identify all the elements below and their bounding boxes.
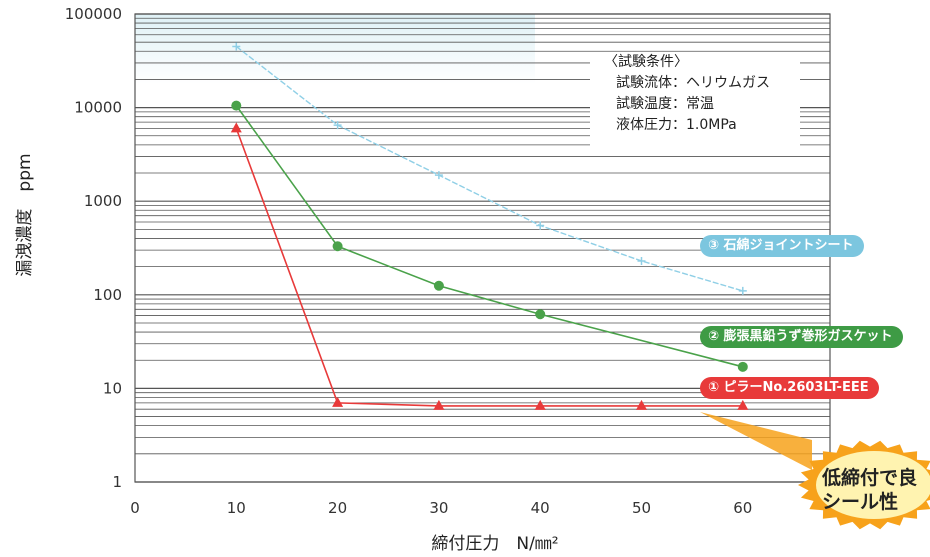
condition-fluid: 試験流体：ヘリウムガス [616,75,770,91]
plot-highlight [135,14,535,84]
series-point [737,361,748,372]
series-point [737,399,749,410]
series-point [232,42,241,51]
legend-series-2: ② 膨張黒鉛うず巻形ガスケット [700,326,903,348]
series-point [333,121,342,130]
series-point [535,309,546,320]
series-point [433,399,445,410]
x-tick-label: 10 [227,499,246,517]
y-tick-labels: 1 10 100 1000 10000 100000 [65,5,122,491]
legend-series-1: ① ピラーNo.2603LT-EEE [700,377,879,399]
x-tick-label: 50 [632,499,651,517]
x-tick-label: 40 [531,499,550,517]
callout-text: 低締付で良 シール性 [822,466,917,514]
series-point [433,280,444,291]
callout-burst-center [816,451,930,519]
y-tick-label: 100 [93,286,122,304]
x-tick-labels: 0 10 20 30 40 50 60 [130,499,752,517]
series-line [235,45,743,292]
x-tick-label: 0 [130,499,140,517]
condition-temperature: 試験温度：常温 [616,96,714,112]
series-point [636,399,647,410]
series-point [536,221,545,230]
condition-pressure: 液体圧力：1.0MPa [616,117,737,133]
series-point [434,171,443,180]
legend-series-3: ③ 石綿ジョイントシート [700,235,864,257]
series-point [230,122,242,133]
y-tick-label: 1000 [84,192,122,210]
grid-lines [134,13,831,483]
y-tick-label: 10 [103,379,122,397]
test-conditions-box: 〈試験条件〉 試験流体：ヘリウムガス 試験温度：常温 液体圧力：1.0MPa [590,52,800,152]
y-tick-label: 10000 [74,99,122,117]
callout-pointer [700,412,812,470]
callout-line-1: 低締付で良 [822,467,918,489]
series-point [231,100,242,111]
series-point [332,241,343,252]
y-axis-title: 漏洩濃度 ppm [15,153,35,276]
series-line [235,128,743,407]
series-point [738,286,747,295]
y-tick-label: 100000 [65,5,122,23]
x-tick-label: 60 [733,499,752,517]
y-tick-label: 1 [112,473,122,491]
x-tick-label: 20 [328,499,347,517]
x-tick-label: 30 [429,499,448,517]
conditions-title: 〈試験条件〉 [604,54,688,70]
callout-burst [700,412,930,530]
callout-line-2: シール性 [822,491,899,513]
series-point [332,396,344,407]
series-point [637,256,646,265]
series-point [534,399,546,410]
x-axis-title: 締付圧力 N/㎜² [431,534,558,554]
series-layer [230,42,749,410]
